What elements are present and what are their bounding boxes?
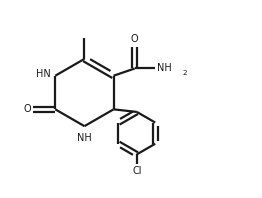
Text: O: O: [24, 104, 31, 114]
Text: NH: NH: [157, 63, 172, 73]
Text: NH: NH: [77, 133, 92, 143]
Text: Cl: Cl: [132, 166, 141, 176]
Text: HN: HN: [36, 69, 51, 79]
Text: 2: 2: [183, 70, 188, 76]
Text: O: O: [131, 34, 139, 44]
